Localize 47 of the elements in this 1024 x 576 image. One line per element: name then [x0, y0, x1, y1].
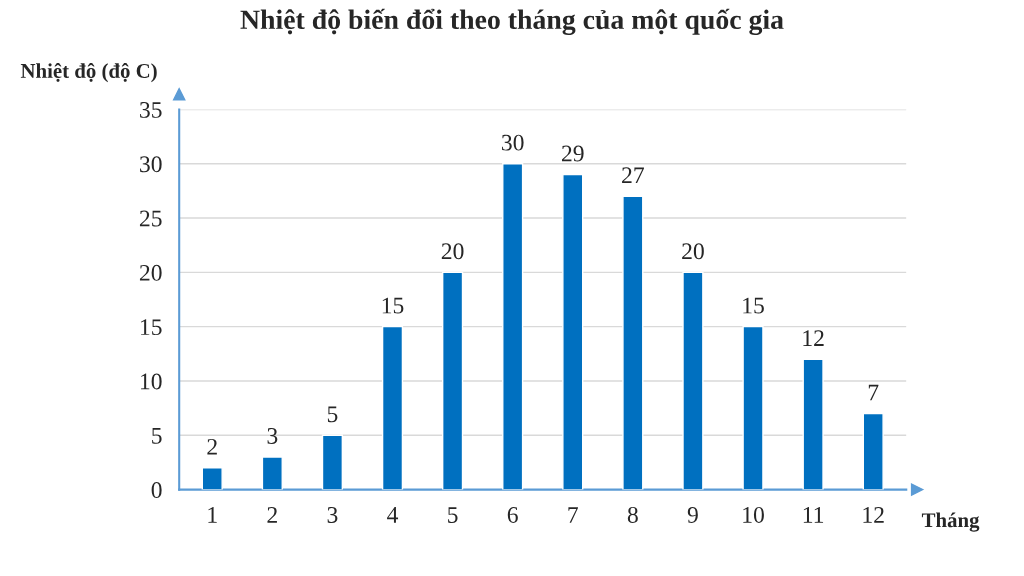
- bar: [742, 325, 764, 490]
- data-label: 2: [207, 438, 217, 455]
- x-tick-label: 11: [803, 507, 824, 523]
- bar: [321, 434, 344, 490]
- x-axis-title: Tháng: [921, 512, 980, 532]
- y-tick-label: 20: [139, 264, 162, 281]
- x-tick-label: 6: [507, 507, 518, 523]
- x-tick-label: 7: [568, 507, 578, 523]
- data-label: 20: [682, 243, 704, 260]
- chart-title: Nhiệt độ biến đổi theo tháng của một quốc gia: [240, 8, 784, 35]
- data-label: 12: [803, 330, 824, 346]
- bar: [441, 271, 464, 490]
- bar: [802, 358, 824, 490]
- x-tick-label: 9: [687, 507, 698, 523]
- data-label: 3: [267, 428, 278, 444]
- data-label: 29: [561, 145, 584, 162]
- data-label: 5: [327, 406, 338, 423]
- y-tick-label: 35: [140, 102, 162, 118]
- x-tick-label: 3: [327, 507, 338, 523]
- bar: [381, 325, 404, 490]
- bar: [201, 467, 223, 490]
- y-tick-label: 15: [141, 319, 162, 336]
- x-tick-label: 12: [863, 507, 884, 523]
- x-tick-label: 2: [267, 507, 277, 523]
- y-tick-label: 30: [140, 156, 162, 173]
- x-tick-label: 4: [387, 507, 399, 523]
- data-label: 20: [441, 243, 464, 260]
- bar: [502, 163, 524, 490]
- data-label: 7: [868, 384, 879, 401]
- data-label: 27: [622, 167, 644, 183]
- data-label: 15: [382, 297, 404, 314]
- x-tick-label: 8: [627, 506, 638, 523]
- y-axis-title: Nhiệt độ (độ C): [20, 63, 157, 83]
- x-tick-label: 1: [208, 507, 217, 523]
- y-tick-label: 25: [139, 210, 162, 227]
- x-tick-label: 10: [743, 506, 764, 523]
- data-label: 30: [502, 134, 524, 151]
- bar: [562, 173, 584, 490]
- y-tick-label: 10: [141, 373, 162, 390]
- bar: [862, 412, 884, 490]
- x-tick-label: 5: [448, 507, 458, 523]
- y-tick-label: 5: [152, 428, 162, 444]
- data-label: 15: [743, 297, 764, 314]
- bar: [682, 271, 704, 490]
- bar: [622, 195, 644, 490]
- y-tick-label: 0: [151, 482, 162, 499]
- bar: [261, 456, 283, 490]
